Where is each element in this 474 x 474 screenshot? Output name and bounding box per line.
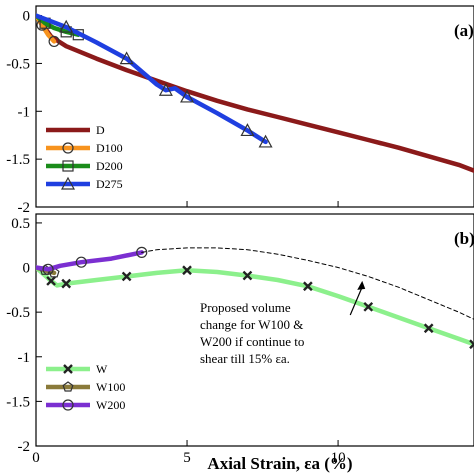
- series-line-w200: [36, 250, 144, 272]
- legend-marker-w200: [62, 399, 74, 411]
- annotation-text: shear till 15% εa.: [200, 351, 290, 366]
- panel-a: 0 -0.5 -1 -1.5 -2 (a) D D100 D200 D275: [6, 5, 474, 216]
- y-tick-label: 0: [23, 9, 31, 25]
- data-point-w: [242, 270, 253, 281]
- panel-label: (a): [454, 21, 474, 40]
- data-point-d275: [258, 134, 273, 148]
- legend-marker-w: [63, 364, 73, 374]
- legend-label-w: W: [96, 362, 108, 376]
- annotation-text: change for W100 &: [200, 317, 303, 332]
- y-tick-label: -2: [18, 439, 31, 455]
- plot-area: [36, 13, 474, 173]
- data-point-d275: [240, 123, 255, 137]
- legend-label-d100: D100: [96, 141, 123, 155]
- series-line-d200: [36, 13, 81, 37]
- x-tick-label: 5: [183, 450, 191, 466]
- data-point-d100: [48, 35, 60, 48]
- x-axis-label: Axial Strain, εa (%): [207, 454, 352, 473]
- annotation-arrowhead: [357, 280, 366, 290]
- y-tick-label: -2: [18, 200, 31, 216]
- y-tick-label: 0.5: [11, 216, 30, 232]
- annotation-arrow: [349, 286, 363, 316]
- series-line-d: [36, 13, 474, 173]
- y-tick-label: -1.5: [6, 152, 30, 168]
- data-point-w: [46, 276, 56, 286]
- series-line-proposed: [141, 247, 474, 320]
- legend-marker-d200: [62, 160, 74, 172]
- data-point-w200: [75, 256, 87, 268]
- data-point-w: [121, 271, 132, 282]
- y-tick-label: -1.5: [6, 394, 30, 410]
- y-tick-label: -0.5: [6, 305, 30, 321]
- data-point-w: [61, 278, 72, 289]
- legend-label-d275: D275: [96, 177, 123, 191]
- legend-label-d: D: [96, 123, 105, 137]
- panel-b: 0.50-0.5-1-1.5-20 5 10(b)WW100W200Proposed…: [6, 213, 474, 466]
- data-point-w: [363, 301, 374, 312]
- plot-frame: [35, 213, 474, 447]
- y-tick-label: 0: [23, 261, 31, 277]
- data-point-d275: [59, 19, 74, 33]
- y-tick-label: -1: [18, 350, 31, 366]
- legend-marker-w100: [62, 381, 74, 392]
- plot-frame: [35, 5, 474, 208]
- data-point-w: [423, 323, 434, 334]
- plot-area: [36, 246, 474, 350]
- data-point-d275: [119, 51, 134, 65]
- y-tick-label: -0.5: [6, 56, 30, 72]
- data-point-d275: [158, 82, 173, 96]
- data-point-w: [303, 281, 313, 292]
- y-tick-label: -1: [18, 104, 31, 120]
- data-point-w200: [42, 263, 54, 275]
- annotation-text: Proposed volume: [200, 300, 291, 315]
- panel-label: (b): [454, 229, 474, 248]
- series-line-d275: [36, 13, 268, 145]
- legend-marker-d275: [60, 176, 76, 190]
- legend-label-w100: W100: [96, 380, 125, 394]
- legend-label-w200: W200: [96, 398, 125, 412]
- data-point-d275: [180, 89, 195, 103]
- x-tick-label: 0: [32, 450, 40, 466]
- legend-marker-d100: [62, 142, 74, 154]
- x-tick-label: 10: [331, 450, 346, 466]
- annotation-text: W200 if continue to: [200, 334, 304, 349]
- data-point-w: [469, 339, 474, 350]
- data-point-w200: [136, 246, 148, 258]
- data-point-w: [182, 265, 192, 276]
- legend-label-d200: D200: [96, 159, 123, 173]
